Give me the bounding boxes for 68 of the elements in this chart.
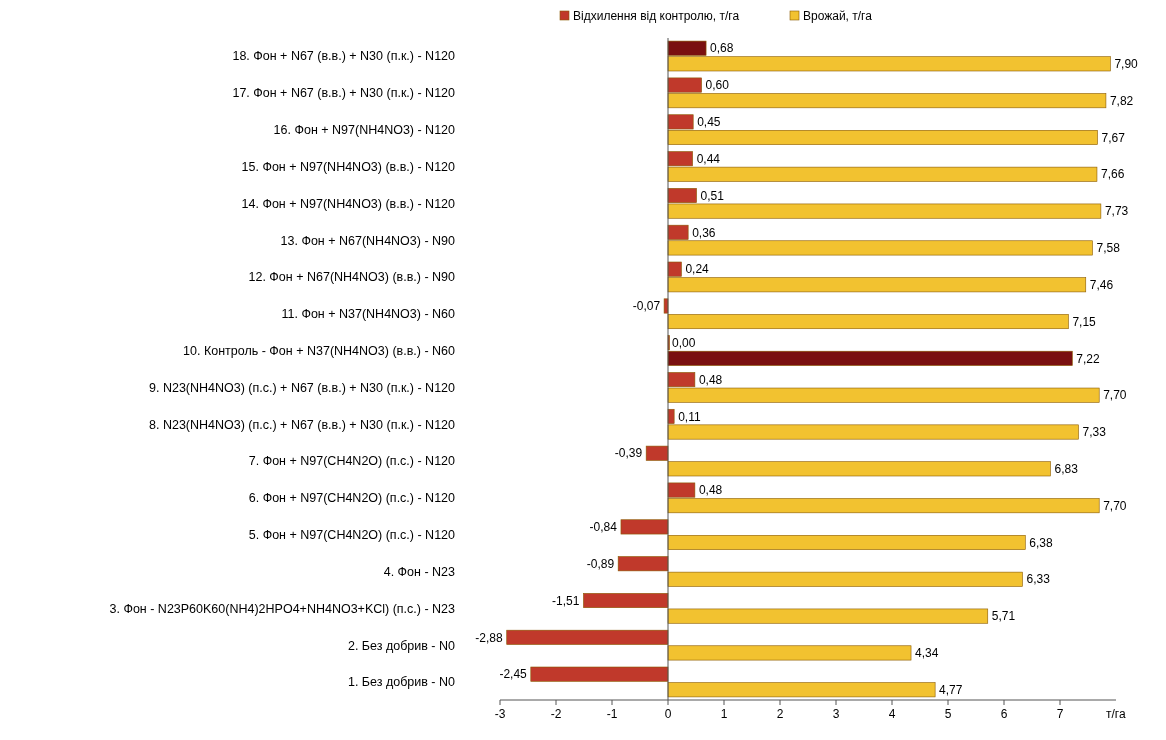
data-label: 7,33 (1082, 425, 1107, 440)
x-tick-label: 4 (888, 707, 896, 721)
x-tick-label: 5 (944, 707, 952, 721)
y-tick-label: 1. Без добрив - N0 (347, 675, 456, 690)
data-label: -0,39 (614, 446, 643, 461)
x-tick-label: 3 (832, 707, 840, 721)
data-label: 0,51 (700, 188, 725, 203)
data-label: 6,38 (1029, 535, 1053, 550)
data-label: -1,51 (552, 593, 580, 608)
data-label: 0,60 (705, 78, 730, 93)
data-label: 7,58 (1096, 241, 1121, 256)
y-tick-label: 3. Фон - N23P60K60(NH4)2HPO4+NH4NO3+KCl) (п.с.) - N23 (109, 601, 456, 616)
data-label: 4,77 (939, 682, 963, 697)
y-tick-label: 17. Фон + N67 (в.в.) + N30 (п.к.) - N120 (232, 86, 456, 101)
data-label: 0,11 (678, 409, 701, 424)
data-label: 7,46 (1089, 277, 1114, 292)
data-label: 7,15 (1072, 314, 1097, 329)
y-tick-label: 18. Фон + N67 (в.в.) + N30 (п.к.) - N120 (232, 49, 456, 64)
x-tick-label: 6 (1000, 707, 1008, 721)
data-label: 0,36 (692, 225, 716, 240)
x-axis-title: т/га (1106, 707, 1126, 721)
y-tick-label: 12. Фон + N67(NH4NO3) (в.в.) - N90 (248, 270, 456, 285)
data-label: 7,82 (1109, 93, 1134, 108)
data-label: 0,00 (672, 336, 696, 350)
y-tick-label: 14. Фон + N97(NH4NO3) (в.в.) - N120 (241, 196, 456, 211)
data-label: 0,45 (697, 115, 721, 130)
y-tick-label: 16. Фон + N97(NH4NO3) - N120 (273, 123, 456, 138)
data-label: -0,89 (586, 556, 615, 571)
y-tick-label: 11. Фон + N37(NH4NO3) - N60 (281, 307, 456, 322)
data-label: 7,70 (1103, 388, 1127, 403)
y-tick-label: 9. N23(NH4NO3) (п.с.) + N67 (в.в.) + N30 (п.к.) - N120 (149, 380, 456, 395)
y-tick-label: 6. Фон + N97(CH4N2O) (п.с.) - N120 (248, 491, 456, 506)
data-label: 0,68 (710, 41, 734, 56)
data-label: -0,84 (589, 520, 618, 535)
data-label: 0,48 (698, 372, 723, 387)
y-tick-label: 15. Фон + N97(NH4NO3) (в.в.) - N120 (241, 159, 456, 174)
data-label: 0,48 (698, 483, 723, 498)
x-tick-label: 7 (1056, 707, 1064, 721)
data-label: -2,45 (499, 667, 528, 682)
data-label: 5,71 (991, 609, 1016, 624)
x-tick-label: 0 (664, 707, 672, 721)
legend-label: Врожай, т/га (803, 9, 873, 24)
data-label: 0,24 (685, 262, 710, 277)
data-label: 6,83 (1054, 462, 1079, 477)
data-label: 7,90 (1114, 57, 1139, 72)
data-label: 7,73 (1104, 204, 1129, 219)
y-tick-label: 5. Фон + N97(CH4N2O) (п.с.) - N120 (248, 528, 456, 543)
data-label: 7,66 (1100, 167, 1125, 182)
y-tick-label: 4. Фон - N23 (383, 564, 456, 579)
x-tick-label: 2 (776, 707, 784, 721)
x-tick-label: 1 (720, 707, 728, 721)
y-tick-label: 8. N23(NH4NO3) (п.с.) + N67 (в.в.) + N30 (п.к.) - N120 (149, 417, 456, 432)
data-label: 0,44 (696, 151, 721, 166)
data-label: 4,34 (915, 646, 939, 661)
y-tick-label: 10. Контроль - Фон + N37(NH4NO3) (в.в.) - N60 (183, 343, 456, 358)
y-tick-label: 13. Фон + N67(NH4NO3) - N90 (280, 233, 456, 248)
x-tick-label: -1 (606, 707, 618, 721)
x-tick-label: -2 (550, 707, 562, 721)
y-tick-label: 2. Без добрив - N0 (347, 638, 456, 653)
data-label: 7,22 (1076, 351, 1100, 366)
data-label: 6,33 (1026, 572, 1051, 587)
x-tick-label: -3 (494, 707, 506, 721)
legend-label: Відхилення від контролю, т/га (573, 9, 740, 24)
data-label: -0,07 (632, 299, 661, 314)
data-label: -2,88 (475, 630, 504, 645)
data-label: 7,70 (1103, 498, 1127, 513)
data-label: 7,67 (1101, 130, 1126, 145)
y-tick-label: 7. Фон + N97(CH4N2O) (п.с.) - N120 (248, 454, 456, 469)
